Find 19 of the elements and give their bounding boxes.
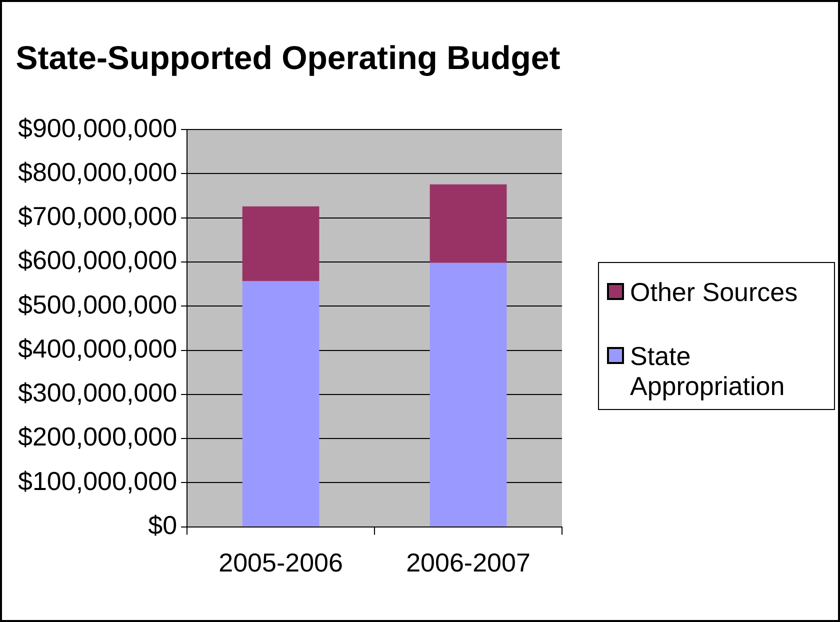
bar [430, 262, 507, 526]
y-tick-label: $0 [148, 510, 178, 540]
y-tick-label: $400,000,000 [18, 333, 178, 364]
x-tick-label: 2006-2007 [406, 548, 530, 578]
x-tick-label: 2005-2006 [218, 548, 343, 578]
bar [242, 206, 320, 281]
y-tick-label: $600,000,000 [18, 245, 178, 276]
legend-label: State Appropriation [630, 341, 786, 401]
chart-title: State-Supported Operating Budget [16, 38, 560, 76]
legend-label: Other Sources [630, 277, 799, 307]
y-tick-label: $300,000,000 [18, 378, 178, 408]
y-tick-label: $200,000,000 [18, 422, 178, 452]
y-tick-label: $900,000,000 [18, 112, 178, 143]
y-tick-label: $700,000,000 [18, 201, 178, 232]
y-tick-label: $100,000,000 [18, 466, 178, 496]
bar [242, 280, 320, 526]
bar [430, 184, 507, 263]
y-tick-label: $800,000,000 [18, 156, 178, 187]
y-tick-label: $500,000,000 [18, 289, 178, 320]
